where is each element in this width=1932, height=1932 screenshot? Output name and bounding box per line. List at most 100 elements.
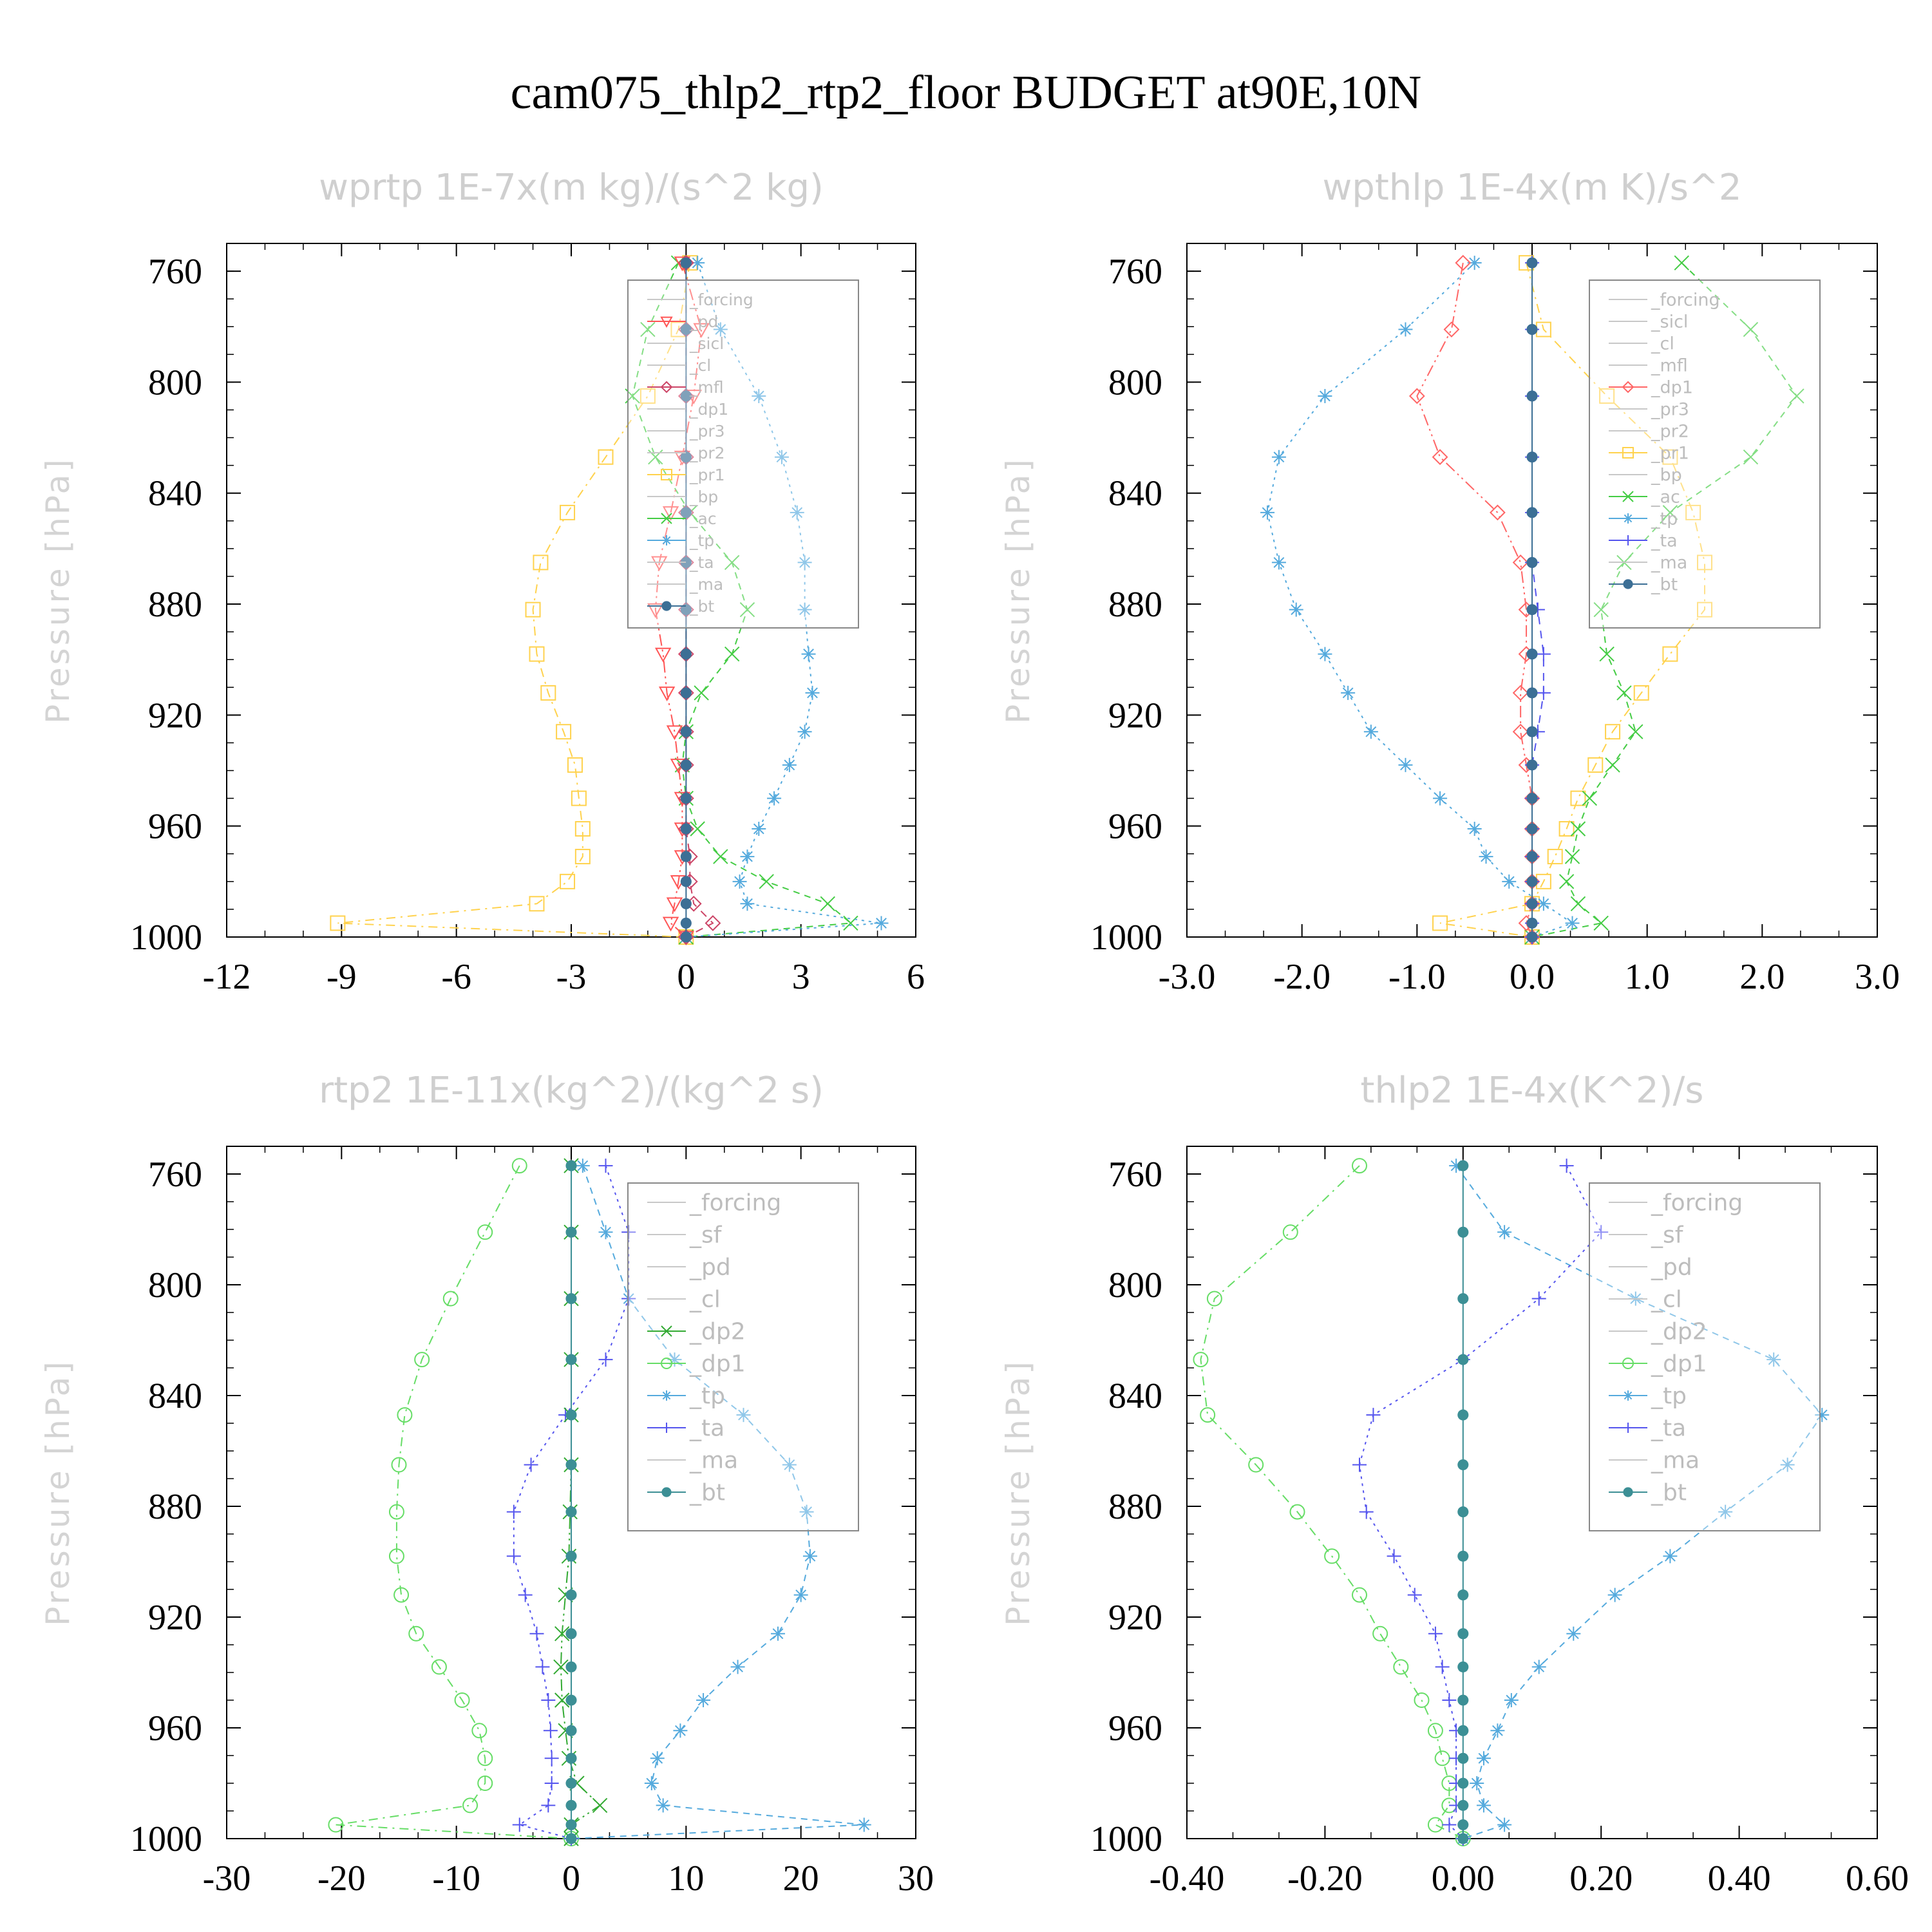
y-tick-label: 760 <box>148 252 202 292</box>
x-tick-label: -20 <box>317 1859 366 1899</box>
data-point <box>680 556 692 568</box>
y-tick-label: 880 <box>148 585 202 625</box>
data-point <box>565 1694 577 1706</box>
panel-title: wprtp 1E-7x(m kg)/(s^2 kg) <box>319 167 824 209</box>
data-point <box>574 849 591 865</box>
legend-label: _bt <box>689 1480 725 1506</box>
data-point <box>797 724 812 739</box>
series-bt <box>565 1160 577 1844</box>
data-point <box>713 322 728 337</box>
data-point <box>724 646 740 662</box>
data-point <box>662 506 679 521</box>
data-point <box>705 915 721 931</box>
data-point <box>799 1504 814 1519</box>
data-point <box>1393 1659 1409 1675</box>
data-point <box>793 1587 808 1602</box>
series-pr1 <box>330 255 698 945</box>
data-point <box>1489 504 1506 521</box>
legend-label: _tp <box>1651 509 1678 529</box>
y-tick-label: 920 <box>1108 1598 1162 1638</box>
data-point <box>713 849 728 864</box>
legend-label: _tp <box>1651 1383 1687 1410</box>
data-point <box>1324 1548 1340 1564</box>
data-point <box>1282 1224 1298 1240</box>
data-point <box>565 1354 577 1365</box>
data-point <box>1526 898 1538 909</box>
data-point <box>843 915 858 931</box>
data-point <box>1271 450 1286 464</box>
series-ta <box>1525 256 1551 944</box>
data-point <box>511 1158 527 1174</box>
y-tick-label: 760 <box>1108 252 1162 292</box>
x-tick-label: 3 <box>792 957 810 997</box>
data-point <box>1427 1817 1443 1833</box>
legend-label: _pd <box>689 312 718 331</box>
y-tick-label: 840 <box>1108 1376 1162 1416</box>
data-point <box>1526 257 1538 269</box>
data-point <box>820 896 835 912</box>
data-point <box>802 1549 817 1564</box>
x-tick-label: 1.0 <box>1625 957 1670 997</box>
data-point <box>565 1589 577 1601</box>
data-point <box>1789 388 1804 404</box>
data-point <box>1623 1390 1633 1401</box>
data-point <box>661 601 672 611</box>
data-point <box>1512 554 1529 571</box>
legend-label: _bt <box>1651 1480 1687 1506</box>
legend-label: _cl <box>689 1287 721 1313</box>
legend-label: _bp <box>1651 465 1682 485</box>
data-point <box>388 1504 404 1520</box>
data-point <box>797 602 812 617</box>
data-point <box>541 1693 556 1707</box>
data-point <box>565 1725 577 1736</box>
legend-label: _ma <box>1651 553 1687 573</box>
data-point <box>782 1457 797 1472</box>
data-point <box>680 323 692 336</box>
data-point <box>565 1409 577 1421</box>
data-point <box>1743 321 1759 337</box>
x-tick-label: 10 <box>668 1859 704 1899</box>
data-point <box>1526 823 1538 835</box>
data-point <box>1622 447 1634 459</box>
data-point <box>553 1659 569 1675</box>
legend-label: _ma <box>1651 1448 1700 1474</box>
data-point <box>740 849 755 864</box>
data-point <box>680 917 692 929</box>
y-tick-label: 800 <box>1108 363 1162 402</box>
data-point <box>529 646 545 662</box>
y-tick-label: 880 <box>148 1487 202 1527</box>
data-point <box>874 916 889 931</box>
data-point <box>1547 849 1563 865</box>
figure-title: cam075_thlp2_rtp2_floor BUDGET at90E,10N <box>511 66 1422 119</box>
data-point <box>518 1587 533 1602</box>
x-tick-label: -0.40 <box>1150 1859 1225 1899</box>
data-point <box>1512 685 1529 701</box>
data-point <box>1662 646 1678 662</box>
data-point <box>774 450 789 464</box>
data-point <box>1766 1352 1781 1367</box>
data-point <box>1352 1158 1367 1174</box>
data-point <box>556 724 572 740</box>
data-point <box>661 1487 672 1497</box>
y-tick-label: 920 <box>148 696 202 735</box>
series-bt <box>1526 257 1538 943</box>
data-point <box>696 1693 711 1707</box>
data-point <box>454 1692 470 1708</box>
data-point <box>690 256 705 270</box>
data-point <box>1526 876 1538 887</box>
series-line <box>1200 1165 1464 1839</box>
y-tick-label: 800 <box>148 1265 202 1305</box>
data-point <box>565 1160 577 1171</box>
x-tick-label: 6 <box>907 957 925 997</box>
data-point <box>1427 1723 1443 1739</box>
data-point <box>680 793 692 804</box>
legend-label: _forcing <box>1651 1190 1743 1217</box>
data-point <box>1685 504 1701 520</box>
x-tick-label: 0 <box>562 1859 580 1899</box>
data-point <box>544 1751 559 1766</box>
x-tick-label: -3.0 <box>1159 957 1216 997</box>
data-point <box>660 316 673 328</box>
data-point <box>1593 601 1609 618</box>
data-point <box>661 469 672 480</box>
series-line <box>1267 262 1574 938</box>
